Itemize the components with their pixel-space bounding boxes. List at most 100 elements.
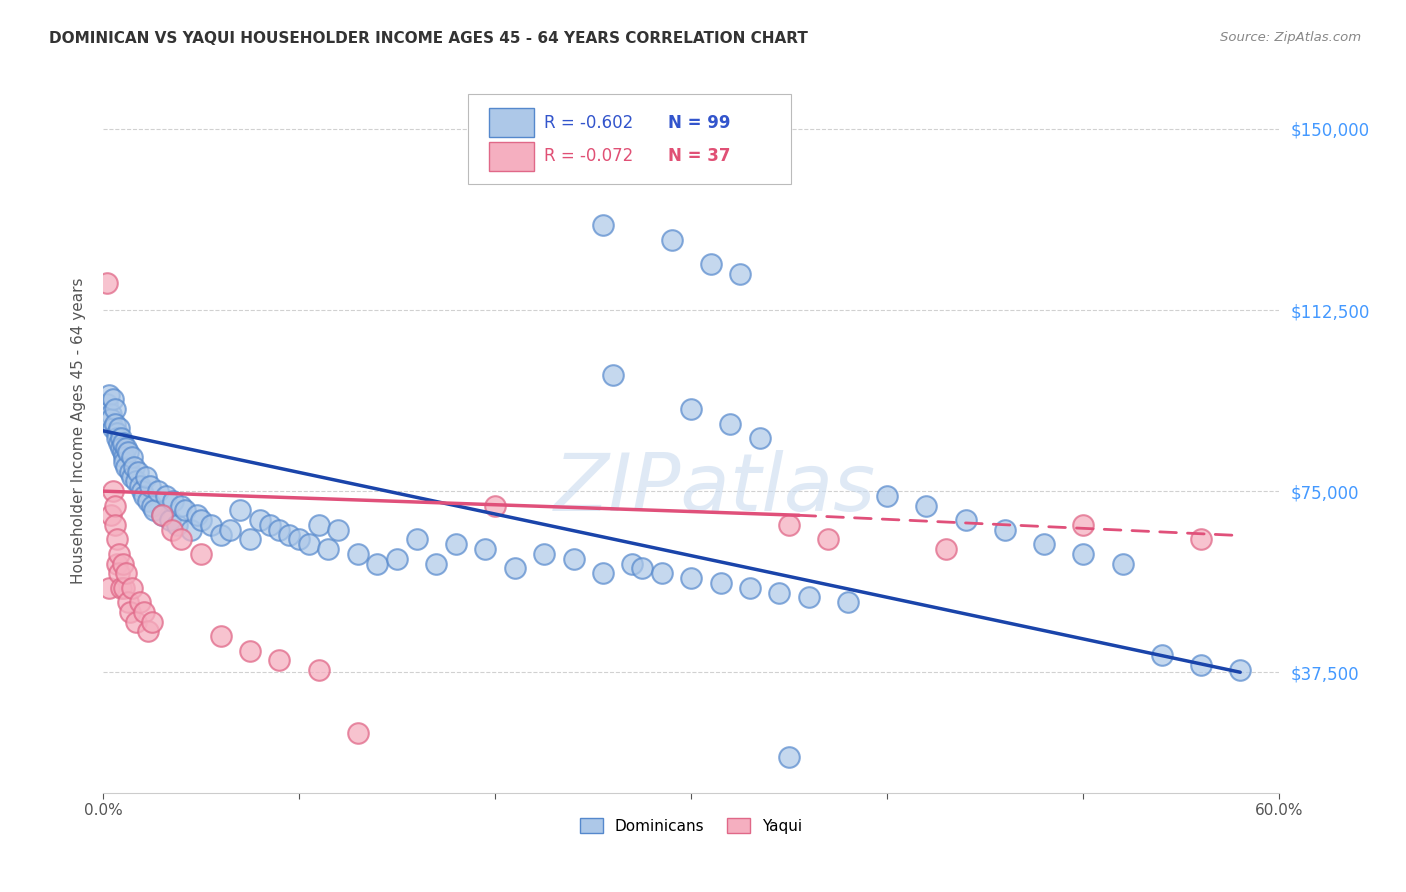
Point (136, 493, 159, 508)
Point (876, 489, 898, 503)
Point (162, 493, 184, 508)
Point (104, 417, 127, 431)
Point (115, 441, 138, 455)
Point (129, 595, 152, 609)
Point (1033, 537, 1056, 551)
Point (115, 566, 138, 581)
Legend: Dominicans, Yaqui: Dominicans, Yaqui (574, 812, 808, 839)
Point (159, 513, 181, 527)
Point (994, 523, 1017, 537)
Point (150, 508, 173, 523)
Point (592, 219, 614, 233)
Point (190, 513, 212, 527)
Point (105, 557, 128, 571)
Point (110, 431, 132, 445)
Point (259, 517, 281, 532)
Point (125, 615, 148, 629)
Point (817, 533, 839, 547)
Point (121, 450, 143, 465)
Point (105, 431, 128, 445)
Point (484, 499, 506, 513)
Point (141, 615, 163, 629)
Point (1111, 557, 1133, 571)
Point (105, 533, 128, 547)
Point (738, 581, 761, 595)
Point (180, 523, 202, 537)
Point (1229, 663, 1251, 677)
Point (209, 527, 232, 541)
Point (100, 508, 122, 523)
Point (778, 517, 800, 532)
Point (425, 557, 447, 571)
Point (797, 591, 820, 605)
Point (114, 450, 136, 465)
Point (125, 475, 148, 489)
Point (141, 499, 163, 513)
Point (155, 489, 177, 503)
Point (150, 508, 173, 523)
Point (728, 267, 751, 281)
Point (107, 421, 129, 435)
Point (97, 581, 120, 595)
Point (114, 581, 136, 595)
Point (533, 547, 555, 561)
Point (170, 533, 193, 547)
Point (117, 595, 139, 609)
Point (229, 503, 252, 517)
Point (111, 445, 134, 459)
Point (768, 585, 790, 599)
Point (621, 557, 644, 571)
Point (136, 624, 159, 639)
Text: R = -0.072: R = -0.072 (544, 147, 633, 165)
Point (308, 517, 330, 532)
Text: ZIPatlas: ZIPatlas (554, 450, 876, 528)
Point (1073, 547, 1095, 561)
Point (239, 533, 262, 547)
Point (718, 417, 741, 431)
Text: R = -0.602: R = -0.602 (544, 114, 633, 132)
Point (837, 595, 859, 609)
Point (114, 455, 136, 469)
Point (269, 653, 291, 667)
Point (101, 392, 124, 407)
Point (120, 605, 142, 619)
Point (111, 557, 134, 571)
Point (318, 542, 340, 557)
Point (592, 566, 614, 581)
Point (346, 725, 368, 739)
Point (681, 402, 703, 417)
Point (288, 533, 311, 547)
Point (160, 523, 183, 537)
Point (100, 411, 122, 425)
Y-axis label: Householder Income Ages 45 - 64 years: Householder Income Ages 45 - 64 years (72, 277, 86, 584)
Point (166, 517, 188, 532)
Point (124, 460, 146, 475)
Point (111, 435, 134, 450)
Point (131, 484, 153, 499)
Point (219, 523, 242, 537)
Point (104, 402, 127, 417)
Point (681, 571, 703, 585)
Point (631, 561, 654, 575)
Point (142, 503, 165, 517)
Point (146, 484, 169, 499)
Point (366, 557, 388, 571)
Point (110, 581, 132, 595)
Point (269, 523, 291, 537)
Point (96, 397, 118, 411)
Point (100, 407, 122, 421)
Point (107, 566, 129, 581)
Point (101, 484, 124, 499)
Text: N = 99: N = 99 (668, 114, 730, 132)
Point (121, 469, 143, 483)
Point (748, 431, 770, 445)
Point (107, 547, 129, 561)
Text: Source: ZipAtlas.com: Source: ZipAtlas.com (1220, 31, 1361, 45)
Point (298, 537, 321, 551)
Point (186, 508, 208, 523)
Point (562, 551, 585, 566)
Point (104, 499, 127, 513)
Point (121, 581, 143, 595)
Point (385, 551, 408, 566)
Point (955, 513, 977, 527)
